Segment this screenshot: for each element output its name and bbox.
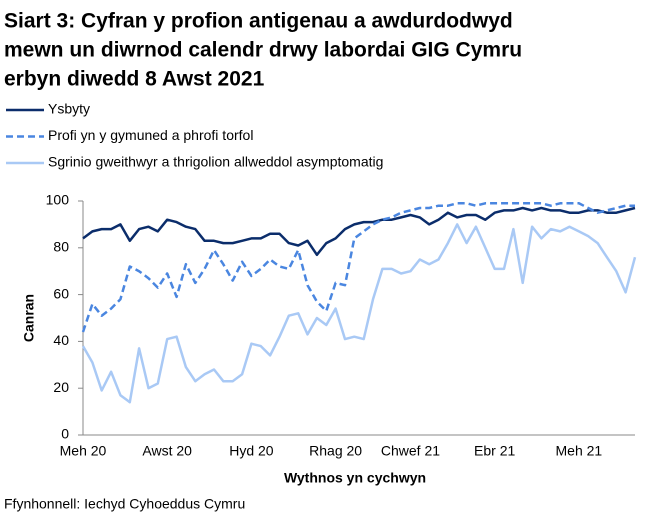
y-tick-label: 40	[53, 332, 69, 348]
chart-title: mewn un diwrnod calendr drwy labordai GI…	[4, 39, 522, 62]
x-tick-label: Hyd 20	[229, 443, 274, 459]
legend-label: Profi yn y gymuned a phrofi torfol	[48, 127, 253, 143]
x-tick-label: Meh 20	[60, 443, 107, 459]
x-tick-label: Meh 21	[556, 443, 603, 459]
chart-title: erbyn diwedd 8 Awst 2021	[4, 68, 265, 91]
x-tick-label: Ebr 21	[474, 443, 515, 459]
series-line	[82, 206, 636, 257]
source: Ffynhonnell: Iechyd Cyhoeddus Cymru	[4, 496, 245, 512]
series-line	[81, 202, 635, 333]
y-axis-label: Canran	[21, 294, 37, 342]
x-tick-label: Chwef 21	[381, 443, 440, 459]
x-axis-label: Wythnos yn cychwyn	[284, 470, 426, 486]
legend-label: Ysbyty	[48, 101, 90, 117]
y-tick-label: 20	[53, 379, 69, 395]
x-tick-label: Rhag 20	[309, 443, 362, 459]
y-tick-label: 0	[61, 426, 69, 442]
chart-title: Siart 3: Cyfran y profion antigenau a aw…	[4, 10, 513, 33]
series-line	[81, 223, 637, 404]
x-tick-label: Awst 20	[142, 443, 192, 459]
legend-label: Sgrinio gweithwyr a thrigolion allweddol…	[48, 154, 383, 170]
y-tick-label: 80	[53, 239, 69, 255]
y-tick-label: 100	[46, 192, 70, 208]
y-tick-label: 60	[53, 285, 69, 301]
